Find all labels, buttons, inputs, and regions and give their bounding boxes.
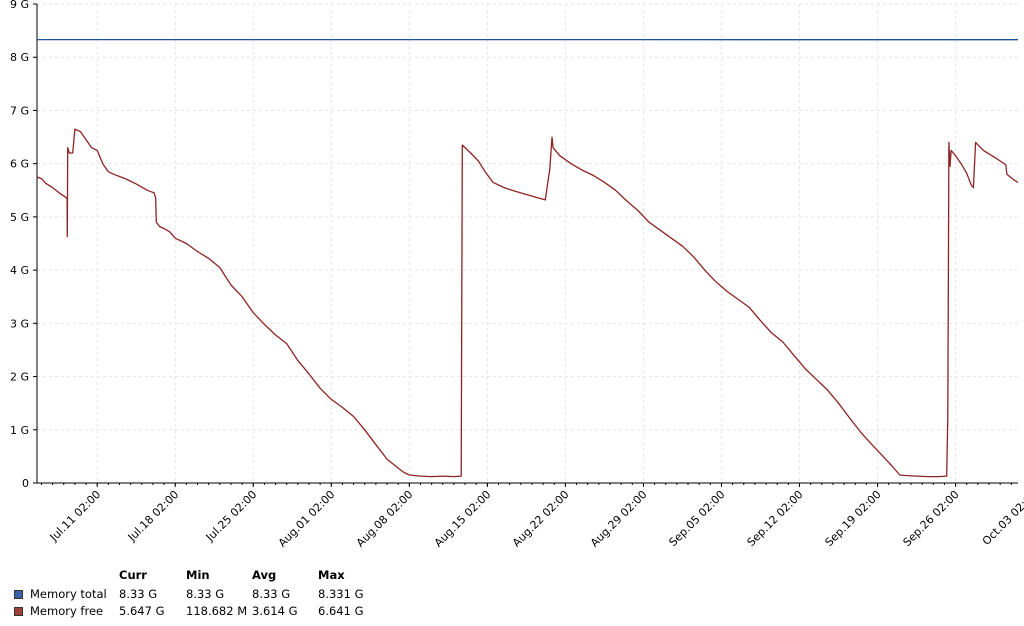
legend-header-min: Min: [186, 568, 210, 582]
legend-header-curr: Curr: [119, 568, 147, 582]
y-tick-label: 5 G: [10, 211, 29, 224]
y-tick-label: 6 G: [10, 158, 29, 171]
x-tick-label: Jul.25 02:00: [203, 488, 260, 545]
x-tick-label: Oct.03 02:00: [980, 488, 1024, 548]
legend-header-max: Max: [318, 568, 345, 582]
x-tick-label: Jul.18 02:00: [125, 488, 182, 545]
memory-total-avg: 8.33 G: [252, 587, 291, 601]
x-tick-label: Aug.08 02:00: [354, 488, 416, 550]
y-tick-label: 3 G: [10, 317, 29, 330]
x-tick-label: Aug.15 02:00: [432, 488, 494, 550]
x-tick-label: Sep.05 02:00: [666, 488, 727, 549]
legend-label-memory-free: Memory free: [30, 604, 104, 618]
memory-total-curr: 8.33 G: [119, 587, 158, 601]
memory-total-swatch: [14, 590, 23, 599]
x-tick-label: Jul.11 02:00: [47, 488, 104, 545]
memory-free-swatch: [14, 607, 23, 616]
y-tick-label: 8 G: [10, 51, 29, 64]
x-tick-label: Sep.19 02:00: [823, 488, 884, 549]
legend-header-avg: Avg: [252, 568, 277, 582]
y-tick-label: 9 G: [10, 0, 29, 11]
x-tick-label: Aug.22 02:00: [510, 488, 572, 550]
memory-free-curr: 5.647 G: [119, 604, 165, 618]
memory-free-line: [36, 128, 1019, 478]
legend-label-memory-total: Memory total: [30, 587, 107, 601]
y-tick-label: 2 G: [10, 371, 29, 384]
memory-free-max: 6.641 G: [318, 604, 364, 618]
x-tick-label: Sep.26 02:00: [901, 488, 962, 549]
memory-free-avg: 3.614 G: [252, 604, 298, 618]
y-tick-label: 0: [22, 477, 29, 490]
y-tick-label: 1 G: [10, 424, 29, 437]
x-tick-label: Aug.01 02:00: [276, 488, 338, 550]
memory-total-max: 8.331 G: [318, 587, 364, 601]
x-tick-label: Aug.29 02:00: [588, 488, 650, 550]
y-tick-label: 4 G: [10, 264, 29, 277]
y-tick-label: 7 G: [10, 104, 29, 117]
x-tick-label: Sep.12 02:00: [745, 488, 806, 549]
memory-free-min: 118.682 M: [186, 604, 248, 618]
memory-total-min: 8.33 G: [186, 587, 225, 601]
memory-line-chart: 0 1 G 2 G 3 G 4 G 5 G 6 G 7 G 8 G 9 G Jul.11 02:00…: [10, 0, 1024, 550]
